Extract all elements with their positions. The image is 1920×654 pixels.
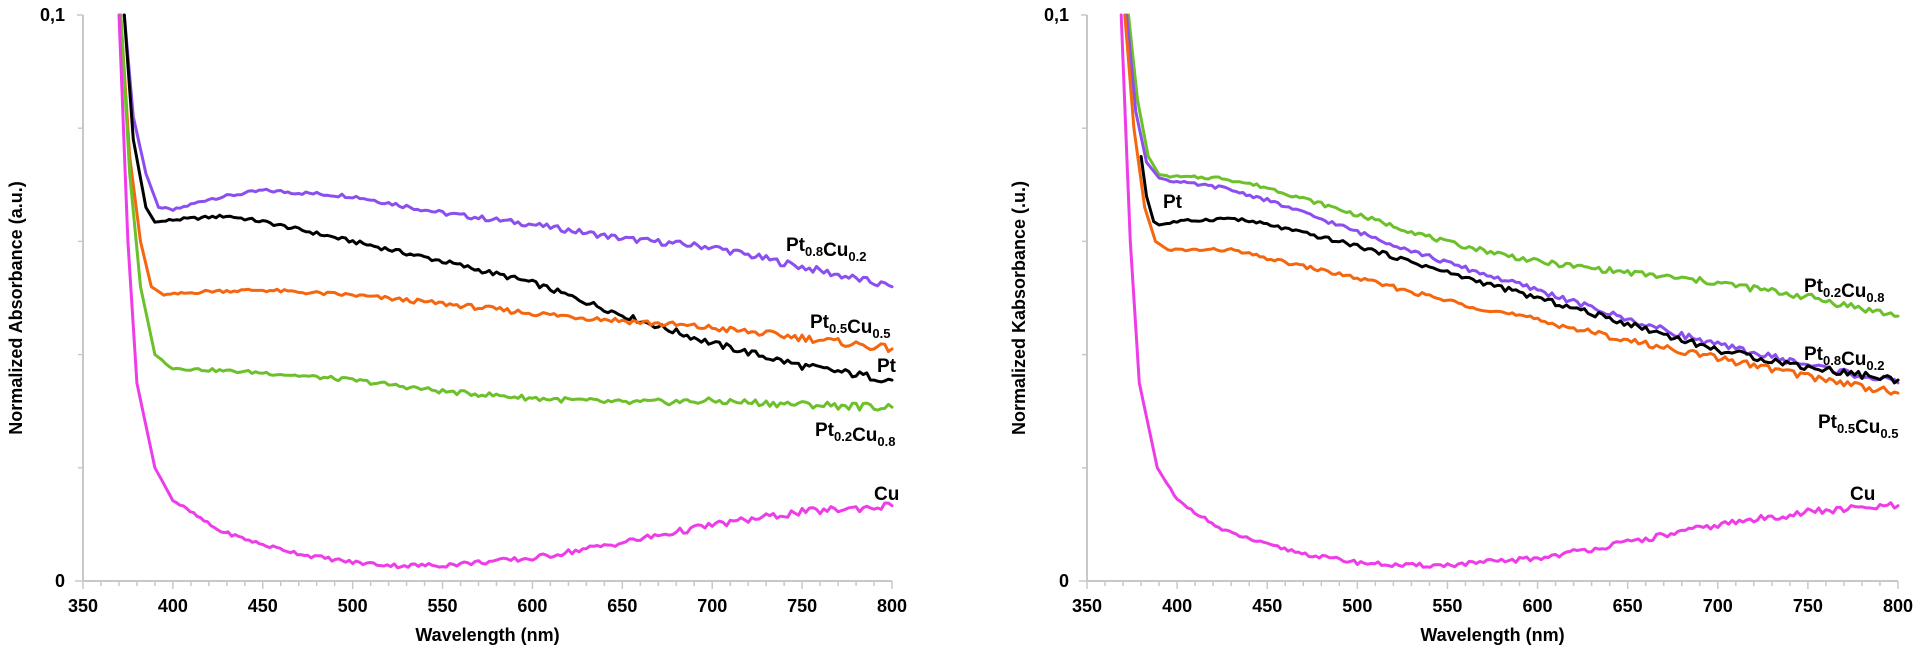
- series-label-pt0-5cu0-5: Pt0.5Cu0.5: [810, 312, 890, 341]
- x-tick-label: 600: [1523, 596, 1553, 616]
- series-label-pt0-2cu0-8: Pt0.2Cu0.8: [1804, 276, 1884, 305]
- y-tick-label: 0: [55, 571, 65, 591]
- series-label-cu: Cu: [874, 484, 899, 505]
- label-element: Cu: [1850, 484, 1875, 505]
- x-tick-label: 400: [158, 596, 188, 616]
- label-element: Pt: [786, 235, 806, 256]
- label-subscript: 0.5: [829, 321, 847, 336]
- label-element: Pt: [1163, 192, 1183, 213]
- series-line-pt0-2cu0-8: [1127, 13, 1900, 318]
- label-element: Pt: [1804, 276, 1824, 297]
- y-tick-label: 0,1: [40, 5, 65, 25]
- label-subscript: 0.5: [872, 326, 890, 341]
- series-line-pt0-2cu0-8: [119, 13, 894, 412]
- series-line-pt0-5cu0-5: [119, 13, 894, 354]
- series-label-pt: Pt: [877, 356, 897, 377]
- x-tick-label: 350: [68, 596, 98, 616]
- label-element: Cu: [1855, 417, 1880, 438]
- label-element: Cu: [823, 240, 848, 261]
- x-tick-label: 350: [1072, 596, 1102, 616]
- label-subscript: 0.5: [1880, 426, 1898, 441]
- series-label-pt: Pt: [1163, 192, 1183, 213]
- x-tick-label: 400: [1162, 596, 1192, 616]
- y-tick-label: 0: [1059, 571, 1069, 591]
- x-tick-label: 450: [1252, 596, 1282, 616]
- label-element: Cu: [847, 317, 872, 338]
- label-element: Cu: [1841, 349, 1866, 370]
- label-subscript: 0.2: [834, 429, 852, 444]
- x-tick-label: 800: [1883, 596, 1913, 616]
- label-element: Cu: [1841, 281, 1866, 302]
- x-tick-label: 550: [1432, 596, 1462, 616]
- x-tick-label: 750: [787, 596, 817, 616]
- series-label-cu: Cu: [1850, 484, 1875, 505]
- series-line-pt0-8cu0-2: [122, 13, 894, 289]
- series-line-pt0-8cu0-2: [1125, 13, 1900, 385]
- y-axis-title: Normalized Kabsorbance (.u.): [1009, 181, 1029, 435]
- label-subscript: 0.8: [877, 434, 895, 449]
- x-tick-label: 600: [517, 596, 547, 616]
- label-element: Pt: [877, 356, 897, 377]
- series-label-pt0-8cu0-2: Pt0.8Cu0.2: [786, 235, 866, 264]
- label-subscript: 0.8: [1866, 290, 1884, 305]
- label-subscript: 0.2: [1823, 285, 1841, 300]
- x-tick-label: 800: [877, 596, 907, 616]
- label-element: Pt: [815, 420, 835, 441]
- x-axis-title: Wavelength (nm): [415, 625, 559, 645]
- label-subscript: 0.5: [1837, 421, 1855, 436]
- series-line-cu: [1119, 13, 1900, 569]
- series-line-pt0-5cu0-5: [1123, 13, 1900, 396]
- series-line-cu: [117, 13, 894, 570]
- x-tick-label: 650: [607, 596, 637, 616]
- x-tick-label: 450: [248, 596, 278, 616]
- label-element: Pt: [1804, 344, 1824, 365]
- label-subscript: 0.2: [1866, 358, 1884, 373]
- x-tick-label: 550: [428, 596, 458, 616]
- chart-right-kabsorbance: 350 400 450 500 550 600 650 700 750 800 0 0,1 Wavele…: [1009, 5, 1913, 645]
- series-label-pt0-5cu0-5: Pt0.5Cu0.5: [1818, 412, 1898, 441]
- label-element: Cu: [874, 484, 899, 505]
- x-tick-label: 700: [697, 596, 727, 616]
- label-element: Pt: [1818, 412, 1838, 433]
- series-label-pt0-2cu0-8: Pt0.2Cu0.8: [815, 420, 895, 449]
- label-subscript: 0.2: [848, 249, 866, 264]
- chart-left-absorbance: 350 400 450 500 550 600 650 700 750 800 0 0,1 Wavele…: [6, 5, 907, 645]
- y-axis-title: Normalized Absorbance (a.u.): [6, 181, 26, 434]
- label-subscript: 0.8: [1823, 353, 1841, 368]
- label-subscript: 0.8: [805, 244, 823, 259]
- x-tick-label: 500: [338, 596, 368, 616]
- x-tick-label: 750: [1793, 596, 1823, 616]
- x-tick-label: 500: [1342, 596, 1372, 616]
- x-tick-label: 700: [1703, 596, 1733, 616]
- series-line-pt: [122, 13, 894, 384]
- series-label-pt0-8cu0-2: Pt0.8Cu0.2: [1804, 344, 1884, 373]
- x-tick-label: 650: [1613, 596, 1643, 616]
- y-tick-label: 0,1: [1044, 5, 1069, 25]
- label-element: Cu: [852, 425, 877, 446]
- series-line-pt: [1139, 155, 1900, 385]
- x-axis-title: Wavelength (nm): [1420, 625, 1564, 645]
- label-element: Pt: [810, 312, 830, 333]
